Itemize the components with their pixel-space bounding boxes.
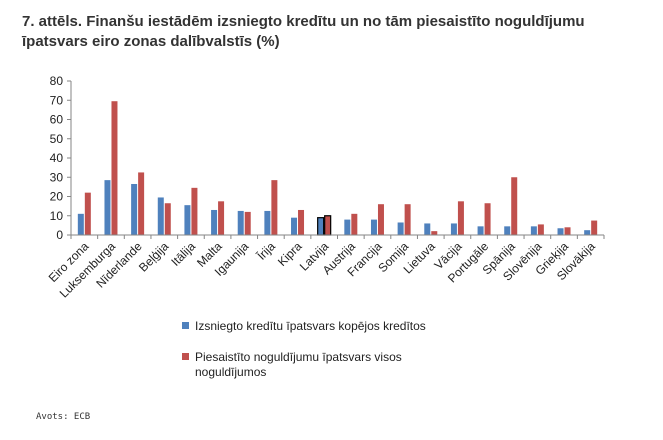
bar-deposits-3: [164, 203, 171, 235]
x-category-label: Beļģija: [136, 239, 172, 275]
y-tick-label: 60: [50, 113, 64, 127]
source-note: Avots: ECB: [36, 412, 91, 422]
legend-label-series1: Izsniegto kredītu īpatsvars kopējos kred…: [195, 319, 426, 333]
bar-credits-5: [211, 209, 218, 235]
y-tick-label: 70: [50, 93, 64, 107]
bar-credits-7: [264, 210, 271, 235]
y-tick-label: 50: [50, 132, 64, 146]
bar-deposits-17: [537, 224, 544, 235]
bar-deposits-12: [404, 204, 411, 235]
y-tick-label: 20: [50, 190, 64, 204]
bar-credits-0: [77, 213, 84, 235]
bar-deposits-18: [564, 227, 571, 235]
bar-credits-8: [291, 217, 298, 235]
bar-credits-3: [157, 197, 164, 235]
x-category-label: Itālija: [168, 239, 198, 269]
bar-credits-13: [424, 223, 431, 235]
bar-deposits-0: [84, 192, 91, 235]
bar-deposits-9: [324, 215, 332, 236]
bar-credits-4: [184, 205, 191, 235]
bar-credits-16: [504, 226, 511, 235]
bar-credits-9: [317, 217, 325, 236]
bar-deposits-7: [271, 180, 278, 235]
bar-deposits-2: [138, 172, 145, 235]
bar-credits-18: [557, 228, 564, 235]
bar-credits-11: [370, 219, 377, 235]
y-tick-label: 40: [50, 151, 64, 165]
bar-deposits-16: [511, 177, 518, 235]
bar-credits-6: [237, 210, 244, 235]
bar-deposits-1: [111, 101, 118, 236]
bar-credits-1: [104, 180, 111, 235]
bar-credits-14: [450, 223, 457, 235]
legend-label-series2: Piesaistīto noguldījumu īpatsvars visos …: [195, 350, 402, 379]
bar-deposits-14: [457, 201, 464, 235]
bar-deposits-11: [377, 204, 384, 235]
y-tick-label: 80: [50, 74, 64, 88]
y-tick-label: 30: [50, 170, 64, 184]
bar-credits-19: [584, 230, 591, 235]
y-tick-label: 10: [50, 209, 64, 223]
legend-swatch-series1: [182, 322, 189, 329]
chart-title: 7. attēls. Finanšu iestādēm izsniegto kr…: [22, 13, 585, 50]
y-tick-label: 0: [56, 228, 63, 242]
bar-deposits-19: [591, 220, 598, 235]
bar-deposits-5: [218, 201, 225, 235]
bar-deposits-15: [484, 203, 491, 235]
bar-deposits-4: [191, 187, 198, 235]
bar-credits-10: [344, 219, 351, 235]
bar-deposits-8: [298, 209, 305, 235]
legend-swatch-series2: [182, 353, 189, 360]
bar-deposits-10: [351, 213, 358, 235]
bar-credits-12: [397, 222, 404, 235]
bar-credits-15: [477, 226, 484, 235]
bar-credits-17: [530, 226, 537, 235]
bar-deposits-13: [431, 231, 438, 235]
bar-deposits-6: [244, 211, 251, 235]
bar-credits-2: [131, 183, 138, 235]
